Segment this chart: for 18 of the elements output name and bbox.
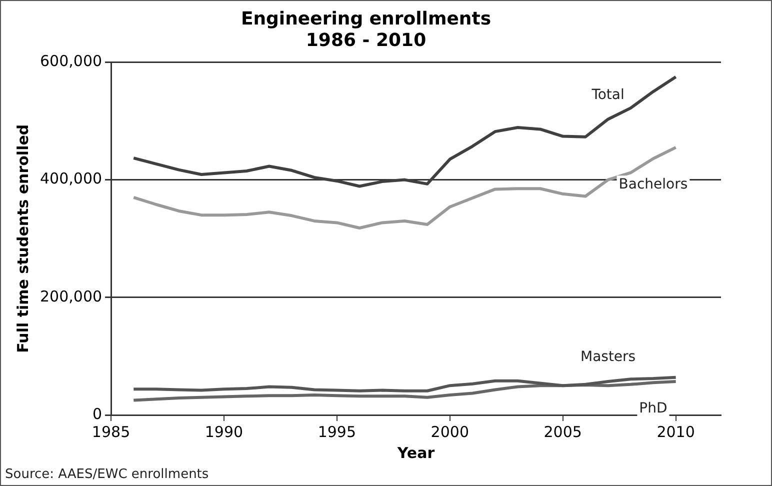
x-tick-label: 2010	[656, 422, 695, 441]
x-tick-label: 1990	[204, 422, 244, 441]
x-tick-label: 2000	[430, 422, 469, 441]
series-label: Bachelors	[618, 176, 688, 192]
x-tick-label: 1995	[318, 422, 356, 441]
x-axis-title: Year	[396, 444, 436, 462]
series-label: PhD	[639, 400, 668, 416]
series-label: Masters	[580, 349, 636, 366]
x-tick-label: 1985	[92, 422, 130, 441]
y-tick-label: 400,000	[40, 170, 102, 188]
y-tick-label: 0	[92, 404, 102, 423]
chart-title: Engineering enrollments 1986 - 2010	[240, 8, 492, 52]
x-tick-label: 2005	[544, 422, 582, 441]
y-tick-label: 200,000	[40, 287, 102, 306]
y-axis-title: Full time students enrolled	[14, 124, 32, 353]
source-note: Source: AAES/EWC enrollments	[5, 466, 209, 482]
y-tick-label: 600,000	[40, 52, 102, 70]
series-label: Total	[590, 86, 624, 103]
